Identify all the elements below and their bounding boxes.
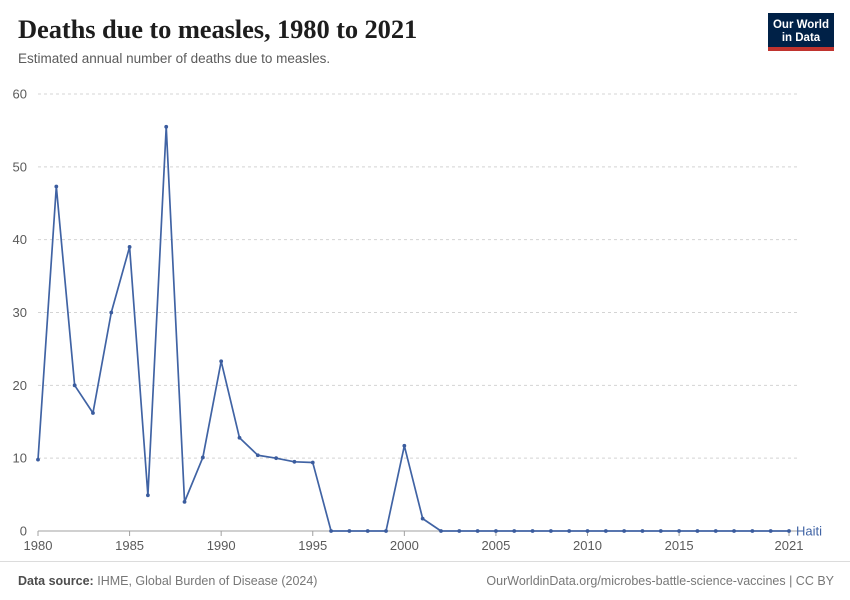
series-point[interactable] <box>548 529 553 533</box>
series-point[interactable] <box>603 529 608 533</box>
series-point[interactable] <box>91 411 95 415</box>
y-tick-label-20: 20 <box>13 378 27 393</box>
x-tick-label-2015: 2015 <box>665 538 694 553</box>
series-point[interactable] <box>567 529 572 533</box>
data-source: Data source: IHME, Global Burden of Dise… <box>18 574 317 588</box>
series-point[interactable] <box>622 529 627 533</box>
series-group[interactable] <box>36 124 791 533</box>
y-axis-labels-group: 0 10 20 30 40 50 60 <box>13 87 27 539</box>
x-tick-label-2010: 2010 <box>573 538 602 553</box>
series-line-haiti[interactable] <box>37 125 790 532</box>
series-point[interactable] <box>237 435 242 440</box>
series-point[interactable] <box>640 529 645 533</box>
gridlines-group <box>38 93 800 532</box>
x-tick-label-2021: 2021 <box>775 538 804 553</box>
series-point[interactable] <box>677 529 681 533</box>
y-tick-label-40: 40 <box>13 232 27 247</box>
series-point[interactable] <box>402 443 407 448</box>
series-point[interactable] <box>439 529 443 533</box>
series-label-haiti: Haiti <box>796 524 822 539</box>
x-tick-label-1980: 1980 <box>24 538 53 553</box>
logo-line-2: in Data <box>781 31 821 44</box>
y-tick-label-50: 50 <box>13 159 27 174</box>
y-tick-label-60: 60 <box>13 87 27 102</box>
series-point[interactable] <box>365 529 370 533</box>
series-point[interactable] <box>530 529 535 533</box>
chart-subtitle: Estimated annual number of deaths due to… <box>18 51 331 67</box>
series-point[interactable] <box>274 456 279 461</box>
series-point[interactable] <box>347 529 352 533</box>
series-point[interactable] <box>164 124 169 129</box>
series-end-labels-group: Haiti <box>796 524 822 539</box>
series-point[interactable] <box>200 455 205 460</box>
data-source-label: Data source: <box>18 574 94 588</box>
series-point[interactable] <box>585 529 590 533</box>
series-point[interactable] <box>329 529 333 533</box>
series-point[interactable] <box>768 529 773 533</box>
series-point[interactable] <box>658 529 663 533</box>
y-tick-label-30: 30 <box>13 305 27 320</box>
series-point[interactable] <box>475 529 480 533</box>
series-point[interactable] <box>732 529 736 533</box>
x-tick-label-2000: 2000 <box>390 538 419 553</box>
chart-header: Deaths due to measles, 1980 to 2021 Esti… <box>18 14 748 68</box>
x-axis-labels-group: 1980 1985 1990 1995 2000 2005 2010 2015 2021 <box>24 538 804 553</box>
series-point[interactable] <box>384 529 388 533</box>
series-point[interactable] <box>219 359 224 364</box>
series-point[interactable] <box>787 529 791 533</box>
our-world-in-data-logo[interactable]: Our World in Data <box>768 13 834 51</box>
series-point[interactable] <box>750 529 755 533</box>
x-tick-label-1990: 1990 <box>207 538 236 553</box>
series-point[interactable] <box>72 383 77 388</box>
series-point[interactable] <box>420 516 425 521</box>
series-point[interactable] <box>292 459 297 464</box>
series-point[interactable] <box>695 529 700 533</box>
series-point[interactable] <box>310 460 315 465</box>
series-point[interactable] <box>109 310 114 315</box>
series-point[interactable] <box>54 184 59 189</box>
series-point[interactable] <box>457 529 462 533</box>
series-point[interactable] <box>127 245 132 249</box>
page-title: Deaths due to measles, 1980 to 2021 <box>18 14 418 44</box>
series-point[interactable] <box>512 529 517 533</box>
x-tick-label-2005: 2005 <box>481 538 510 553</box>
logo-line-1: Our World <box>772 18 829 31</box>
y-tick-label-10: 10 <box>13 451 27 466</box>
series-point[interactable] <box>713 529 718 533</box>
chart-footer: Data source: IHME, Global Burden of Dise… <box>0 561 850 600</box>
series-point[interactable] <box>494 529 498 533</box>
x-tick-label-1985: 1985 <box>115 538 144 553</box>
series-point[interactable] <box>146 493 150 498</box>
data-source-value: IHME, Global Burden of Disease (2024) <box>97 574 318 588</box>
series-point[interactable] <box>36 457 40 462</box>
series-point[interactable] <box>255 453 260 458</box>
attribution-link[interactable]: OurWorldinData.org/microbes-battle-scien… <box>486 574 834 588</box>
y-tick-label-0: 0 <box>20 524 27 539</box>
series-point[interactable] <box>182 499 187 504</box>
x-tick-label-1995: 1995 <box>298 538 327 553</box>
